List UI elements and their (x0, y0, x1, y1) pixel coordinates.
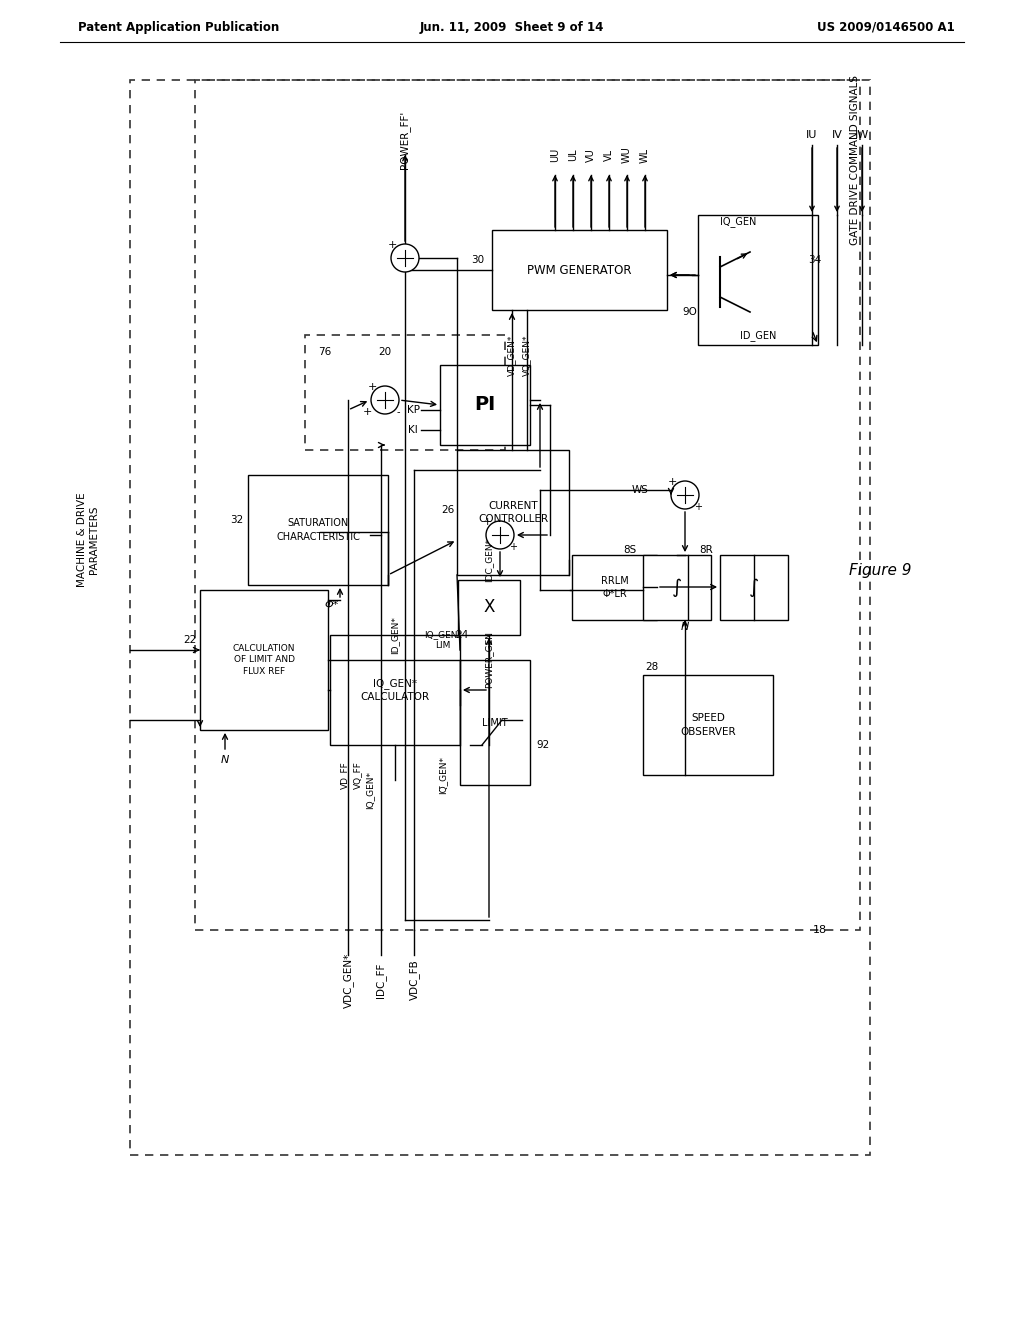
Text: SATURATION
CHARACTERISTIC: SATURATION CHARACTERISTIC (276, 519, 360, 541)
Bar (330, 635, 460, 744)
Text: RRLM
Φ*LR: RRLM Φ*LR (601, 576, 629, 599)
Text: IDC_FF: IDC_FF (376, 962, 386, 998)
Text: KI: KI (409, 425, 418, 436)
Text: 24: 24 (456, 630, 469, 640)
Text: CALCULATION
OF LIMIT AND
FLUX REF: CALCULATION OF LIMIT AND FLUX REF (232, 644, 295, 676)
Text: 26: 26 (441, 506, 455, 515)
Bar (457, 450, 569, 576)
Text: PI: PI (474, 396, 496, 414)
Text: 20: 20 (379, 347, 391, 356)
Text: Patent Application Publication: Patent Application Publication (78, 21, 280, 33)
Text: CURRENT
CONTROLLER: CURRENT CONTROLLER (478, 500, 548, 524)
Text: SPEED
OBSERVER: SPEED OBSERVER (680, 713, 736, 737)
Text: 92: 92 (537, 741, 550, 750)
Text: WU: WU (622, 147, 632, 164)
Text: 9O: 9O (683, 308, 697, 317)
Text: IW: IW (855, 129, 869, 140)
Text: +: + (362, 407, 372, 417)
Bar (643, 675, 773, 775)
Bar (130, 81, 870, 1155)
Text: ∫: ∫ (749, 578, 759, 597)
Text: UU: UU (550, 148, 560, 162)
Bar (248, 475, 388, 585)
Text: 76: 76 (318, 347, 332, 356)
Bar (460, 660, 530, 785)
Bar (698, 215, 818, 345)
Text: 30: 30 (471, 255, 484, 265)
Text: 8S: 8S (624, 545, 637, 554)
Text: ID_GEN*: ID_GEN* (390, 616, 399, 653)
Bar (200, 590, 328, 730)
Text: VD_GEN*: VD_GEN* (508, 334, 516, 376)
Text: IQ_GEN: IQ_GEN (720, 216, 756, 227)
Text: -: - (396, 407, 399, 417)
Text: +: + (668, 477, 677, 487)
Text: Figure 9: Figure 9 (849, 562, 911, 578)
Text: IV: IV (831, 129, 843, 140)
Text: IQ_GEN*
CALCULATOR: IQ_GEN* CALCULATOR (360, 678, 429, 702)
Text: N: N (681, 622, 689, 632)
Text: IQ_GEN*: IQ_GEN* (366, 771, 375, 809)
Text: POWER_GEN: POWER_GEN (484, 631, 494, 689)
Text: 28: 28 (645, 663, 658, 672)
Text: MACHINE & DRIVE
PARAMETERS: MACHINE & DRIVE PARAMETERS (77, 492, 99, 587)
Text: VDC_GEN*: VDC_GEN* (343, 952, 353, 1007)
Text: X: X (483, 598, 495, 616)
Text: VU: VU (586, 148, 596, 162)
Text: ID_GEN: ID_GEN (739, 330, 776, 342)
Text: UL: UL (568, 149, 578, 161)
Bar (458, 579, 520, 635)
Text: N: N (221, 755, 229, 766)
Text: GATE DRIVE COMMAND SIGNALS: GATE DRIVE COMMAND SIGNALS (850, 75, 860, 246)
Bar (643, 554, 711, 620)
Text: VDC_FB: VDC_FB (409, 960, 420, 1001)
Text: IQ_GEN*
LIM: IQ_GEN* LIM (424, 630, 462, 649)
Text: +: + (509, 543, 517, 552)
Text: IQ̅_GEN*: IQ̅_GEN* (438, 756, 447, 795)
Text: LIMIT: LIMIT (482, 718, 508, 727)
Text: VL: VL (604, 149, 614, 161)
Text: 8R: 8R (699, 545, 713, 554)
Text: WS: WS (632, 484, 648, 495)
Text: VQ_FF: VQ_FF (353, 762, 362, 789)
Text: PWM GENERATOR: PWM GENERATOR (527, 264, 632, 276)
Text: POWER_FF': POWER_FF' (399, 111, 411, 169)
Text: 34: 34 (808, 255, 821, 265)
Text: +: + (387, 240, 396, 249)
Text: Φ*: Φ* (325, 601, 339, 610)
Text: 22: 22 (183, 635, 197, 645)
Circle shape (486, 521, 514, 549)
Circle shape (391, 244, 419, 272)
Text: 18: 18 (813, 925, 827, 935)
Circle shape (371, 385, 399, 414)
Circle shape (671, 480, 699, 510)
Text: 32: 32 (230, 515, 244, 525)
Bar (305, 335, 505, 450)
Bar (572, 554, 657, 620)
Text: IDC_GEN*: IDC_GEN* (484, 539, 494, 582)
Text: +: + (694, 502, 702, 512)
Text: +: + (368, 381, 377, 392)
Text: VQ_GEN*: VQ_GEN* (522, 334, 531, 376)
Text: US 2009/0146500 A1: US 2009/0146500 A1 (817, 21, 955, 33)
Text: -: - (416, 265, 420, 275)
Text: VD_FF: VD_FF (341, 762, 349, 789)
Bar (720, 554, 788, 620)
Bar (195, 81, 860, 931)
Text: WL: WL (640, 148, 650, 162)
Text: KP: KP (407, 405, 420, 414)
Bar (492, 230, 667, 310)
Bar (440, 366, 530, 445)
Text: IU: IU (806, 129, 818, 140)
Text: Jun. 11, 2009  Sheet 9 of 14: Jun. 11, 2009 Sheet 9 of 14 (420, 21, 604, 33)
Text: +: + (482, 517, 492, 527)
Text: ∫: ∫ (672, 578, 682, 597)
